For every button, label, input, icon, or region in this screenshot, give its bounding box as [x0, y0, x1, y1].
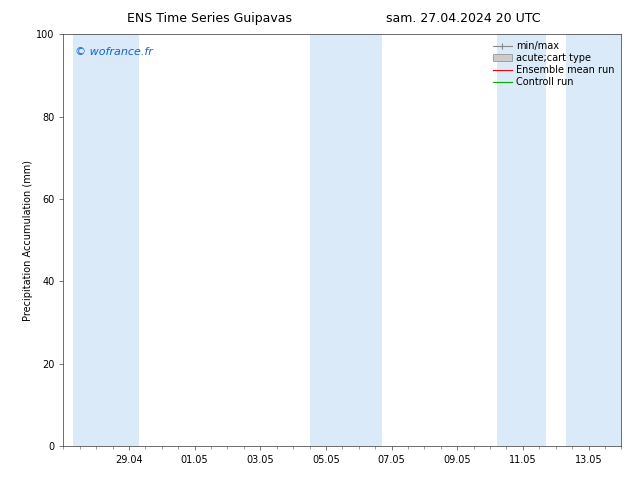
Text: sam. 27.04.2024 20 UTC: sam. 27.04.2024 20 UTC	[385, 12, 540, 25]
Text: © wofrance.fr: © wofrance.fr	[75, 47, 152, 57]
Bar	[309, 34, 382, 446]
Legend: min/max, acute;cart type, Ensemble mean run, Controll run: min/max, acute;cart type, Ensemble mean …	[491, 39, 616, 89]
Bar	[496, 34, 546, 446]
Text: ENS Time Series Guipavas: ENS Time Series Guipavas	[127, 12, 292, 25]
Bar	[74, 34, 139, 446]
Bar	[566, 34, 621, 446]
Y-axis label: Precipitation Accumulation (mm): Precipitation Accumulation (mm)	[23, 160, 33, 320]
